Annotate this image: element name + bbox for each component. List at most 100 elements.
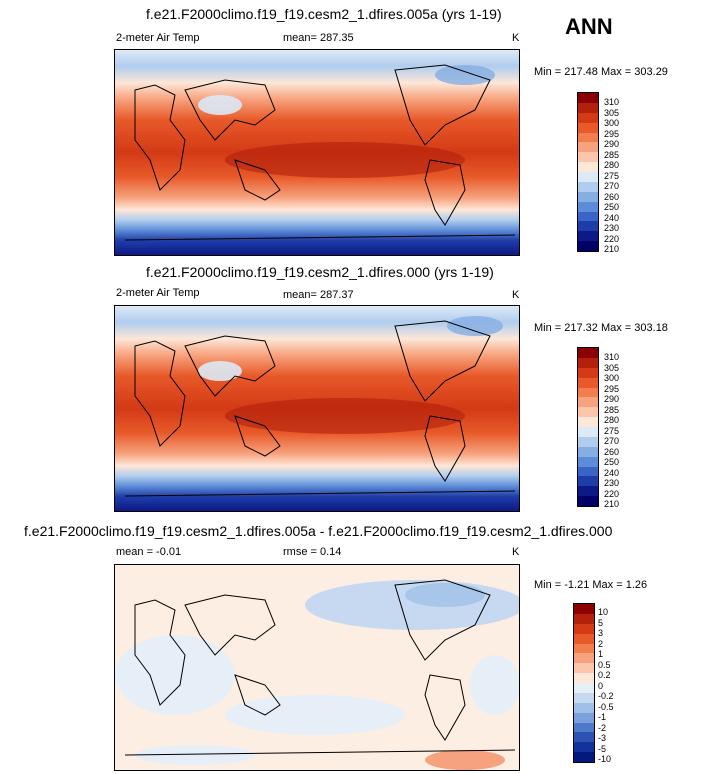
panel3-minmax-label: Min = -1.21 Max = 1.26 — [534, 579, 648, 591]
colorbar-swatch — [574, 692, 594, 703]
cbar2-tick: 275 — [604, 425, 620, 436]
panel1-title: f.e21.F2000climo.f19_f19.cesm2_1.dfires.… — [146, 6, 502, 22]
colorbar-swatch — [578, 377, 598, 388]
cbar1-tick: 310 — [604, 97, 620, 107]
cbar3-tick: -2 — [598, 722, 607, 733]
colorbar-swatch — [578, 387, 598, 398]
colorbar-swatch — [578, 436, 598, 447]
colorbar-swatch — [578, 132, 598, 143]
panel2-units-label: K — [512, 289, 520, 301]
colorbar-swatch — [574, 604, 594, 614]
colorbar-swatch — [578, 496, 598, 506]
cbar1-tick: 280 — [604, 160, 620, 170]
season-label: ANN — [565, 14, 613, 39]
colorbar-swatch — [578, 241, 598, 251]
panel1-map — [114, 49, 520, 256]
colorbar-swatch — [578, 102, 598, 113]
colorbar-swatch — [578, 456, 598, 467]
colorbar-swatch — [578, 142, 598, 153]
colorbar-swatch — [578, 231, 598, 242]
cbar3-tick: 3 — [598, 628, 604, 638]
cbar3-tick: 5 — [598, 617, 604, 628]
cbar1-tick: 305 — [604, 107, 620, 118]
colorbar-swatch — [574, 633, 594, 644]
colorbar-swatch — [578, 93, 598, 103]
cbar2-tick: 240 — [604, 467, 620, 478]
cbar1-tick: 285 — [604, 149, 620, 160]
cbar1-tick: 240 — [604, 212, 620, 223]
colorbar-swatch — [578, 367, 598, 378]
cbar3-tick: 0.2 — [598, 670, 611, 680]
cbar3-tick: -0.5 — [598, 701, 614, 712]
panel1-units-label: K — [512, 32, 520, 44]
cbar3-tick: 1 — [598, 649, 604, 659]
colorbar-swatch — [574, 683, 594, 693]
cbar3-tick: 2 — [598, 638, 604, 649]
cbar2-tick: 210 — [604, 499, 620, 509]
colorbar-swatch — [578, 152, 598, 163]
colorbar-swatch — [578, 417, 598, 427]
cbar1-tick: 300 — [604, 118, 620, 128]
panel3-title: f.e21.F2000climo.f19_f19.cesm2_1.dfires.… — [24, 523, 613, 539]
colorbar-swatch — [578, 466, 598, 477]
cbar3-tick: -10 — [598, 754, 612, 764]
colorbar-swatch — [574, 673, 594, 683]
panel2-mean-label: mean= 287.37 — [283, 289, 354, 301]
colorbar-swatch — [578, 357, 598, 368]
panel3-rmse-label: rmse = 0.14 — [283, 546, 342, 558]
colorbar-swatch — [578, 201, 598, 212]
cbar1-tick: 260 — [604, 191, 620, 202]
cbar1-tick: 270 — [604, 181, 620, 191]
cbar3-tick: 0.5 — [598, 659, 611, 670]
colorbar-swatch — [578, 221, 598, 232]
panel2-title: f.e21.F2000climo.f19_f19.cesm2_1.dfires.… — [146, 264, 494, 280]
panel2-variable-label: 2-meter Air Temp — [116, 287, 200, 299]
cbar2-tick: 230 — [604, 478, 620, 488]
cbar2-tick: 220 — [604, 488, 620, 499]
panel2-map — [114, 305, 520, 512]
cbar1-tick: 295 — [604, 128, 620, 139]
colorbar-swatch — [574, 653, 594, 664]
cbar3-tick: -5 — [598, 743, 607, 754]
panel1-colorbar — [577, 92, 599, 252]
colorbar-swatch — [578, 446, 598, 457]
panel3-colorbar-labels: 10 5 3 2 1 0.5 0.2 0 -0.2 -0.5 -1 -2 -3 … — [598, 607, 638, 764]
colorbar-swatch — [574, 643, 594, 654]
cbar2-tick: 285 — [604, 404, 620, 415]
cbar3-tick: -3 — [598, 733, 607, 743]
cbar1-tick: 250 — [604, 202, 620, 212]
colorbar-swatch — [574, 742, 594, 753]
panel2-colorbar-labels: 310 305 300 295 290 285 280 275 270 260 … — [604, 352, 644, 509]
colorbar-swatch — [574, 663, 594, 674]
cbar3-tick: 10 — [598, 607, 609, 617]
colorbar-swatch — [578, 181, 598, 192]
cbar3-tick: 0 — [598, 680, 604, 691]
colorbar-swatch — [578, 112, 598, 123]
cbar2-tick: 270 — [604, 436, 620, 446]
panel3-mean-label: mean = -0.01 — [116, 546, 182, 558]
panel3-map — [114, 564, 520, 771]
colorbar-swatch — [578, 172, 598, 182]
panel1-minmax-label: Min = 217.48 Max = 303.29 — [534, 66, 668, 78]
colorbar-swatch — [574, 712, 594, 723]
panel1-colorbar-labels: 310 305 300 295 290 285 280 275 270 260 … — [604, 97, 644, 254]
colorbar-swatch — [578, 476, 598, 487]
colorbar-swatch — [578, 407, 598, 418]
cbar1-tick: 220 — [604, 233, 620, 244]
colorbar-swatch — [578, 122, 598, 133]
cbar2-tick: 260 — [604, 446, 620, 457]
colorbar-swatch — [574, 613, 594, 624]
cbar2-tick: 290 — [604, 394, 620, 404]
colorbar-swatch — [574, 732, 594, 743]
cbar2-tick: 295 — [604, 383, 620, 394]
cbar2-tick: 250 — [604, 457, 620, 467]
colorbar-swatch — [578, 427, 598, 437]
cbar3-tick: -1 — [598, 712, 607, 722]
colorbar-swatch — [574, 722, 594, 733]
panel2-minmax-label: Min = 217.32 Max = 303.18 — [534, 322, 668, 334]
colorbar-swatch — [578, 397, 598, 408]
panel1-variable-label: 2-meter Air Temp — [116, 32, 200, 44]
colorbar-swatch — [578, 191, 598, 202]
panel3-units-label: K — [512, 546, 520, 558]
colorbar-swatch — [578, 348, 598, 358]
